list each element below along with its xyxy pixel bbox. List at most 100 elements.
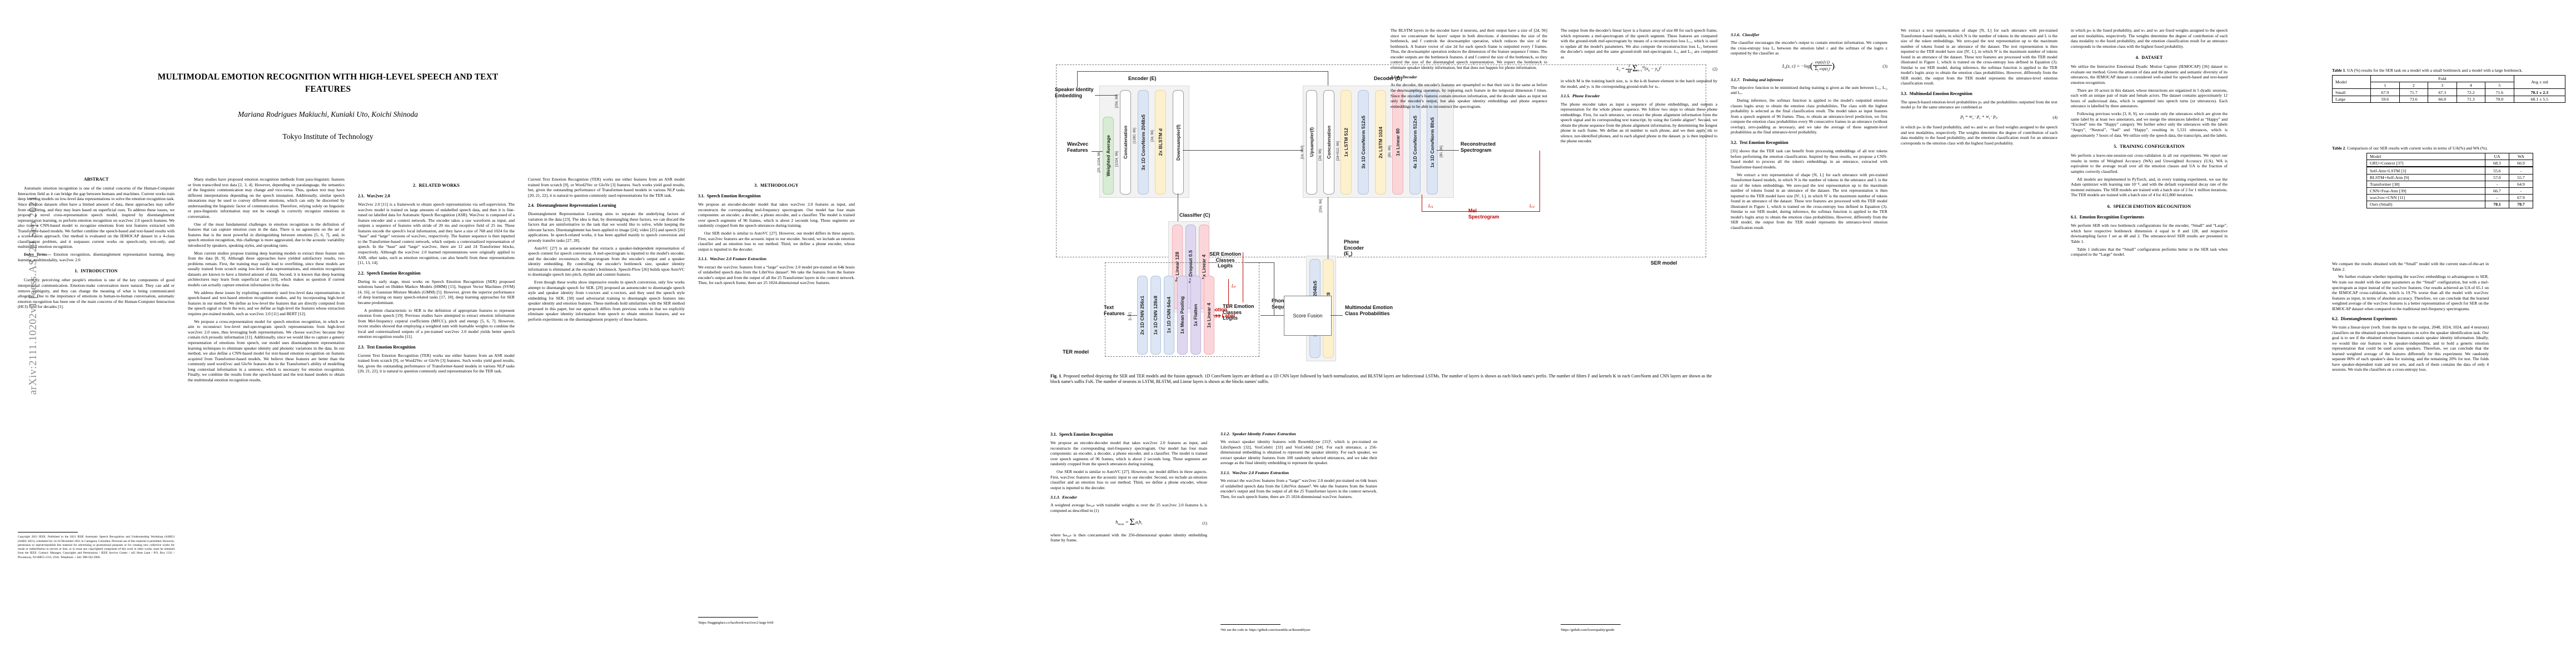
decoder-block-lstm-512: 1x LSTM 512 xyxy=(1341,90,1352,195)
table-1-row-1-v4: 70.0 xyxy=(2485,95,2514,103)
s24-title: Disentanglement Representation Learning xyxy=(536,203,616,208)
title-block: MULTIMODAL EMOTION RECOGNITION WITH HIGH… xyxy=(17,71,639,141)
column-4: Current Text Emotion Recognition (TER) w… xyxy=(528,177,685,660)
section-2-3-heading: 2.3. Text Emotion Recognition xyxy=(358,345,515,350)
s1-p3: One of the most fundamental challenges i… xyxy=(188,221,345,248)
section-3-2-heading: 3.2. Text Emotion Recognition xyxy=(1731,140,1788,145)
table-2-row-4-ua: 66.7 xyxy=(2485,187,2509,195)
ter-logits-label: TER Emotion Classes Logits xyxy=(1223,303,1254,321)
table-1-row-0-model: Small xyxy=(2331,88,2371,96)
title-line-1: MULTIMODAL EMOTION RECOGNITION WITH HIGH… xyxy=(157,72,499,82)
ter-block-cnn-64: 1x 1D CNN 64x4 xyxy=(1164,276,1174,355)
table-2-row-2-wa: 55.7 xyxy=(2509,173,2533,181)
ter-block-cnn-128: 1x 1D CNN 128x8 xyxy=(1150,276,1161,355)
copyright-notice: Copyright 2021 IEEE. Published in the 20… xyxy=(18,535,175,559)
column-9: The output from the decoder's linear lay… xyxy=(1561,28,1717,617)
column-10: 3.1.6. Classifier The classifier encoura… xyxy=(1731,28,1887,639)
s33-p2-cont: in which pₘ is the fused probability, an… xyxy=(2071,28,2228,49)
column-5-footnote: ¹https://huggingface.co/facebook/wav2vec… xyxy=(698,614,855,664)
s23-num: 2.3. xyxy=(358,344,365,350)
s1-p4: Most current studies propose training de… xyxy=(188,250,345,287)
table-row: CNN+Feat-Attn [39] 66.7 - xyxy=(2366,187,2533,195)
table-1-row-0-v1: 71.7 xyxy=(2399,88,2429,96)
figure-1-caption-text: . Proposed method depicting the SER and … xyxy=(1050,374,1712,385)
table-2-caption-text: . Comparison of our SER results with cur… xyxy=(2345,146,2488,151)
table-2-row-3-model: Transformer [38] xyxy=(2366,180,2485,188)
section-2-title: RELATED WORKS xyxy=(418,183,460,188)
equation-3: Le(z, c) = −log(exp(z[c]) Σj exp(zj)). (3) xyxy=(1782,59,1887,72)
affiliation: Tokyo Institute of Technology xyxy=(282,132,373,141)
table-2-caption: Table 2. Comparison of our SER results w… xyxy=(2332,146,2565,151)
table-1-wrapper: Table 1. UA (%) results for the SER task… xyxy=(2331,68,2566,103)
decoder-dim-1: [2d, 96] xyxy=(1318,149,1322,161)
table-row: Small 67.9 71.7 67.3 72.2 71.6 70.1 ± 2.… xyxy=(2331,88,2566,96)
s5-p1: We perform a leave-one-session-out cross… xyxy=(2071,153,2228,174)
column-6: 3.1. Speech Emotion Recognition We propo… xyxy=(1050,427,1207,660)
ser-logits-to-fusion-h xyxy=(1245,262,1274,263)
s4-p3: Following previous works [3, 8, 9], we c… xyxy=(2071,111,2228,138)
encoder-title: Encoder (E) xyxy=(1128,76,1157,81)
equation-4: pf = ws · ps + wt · pt, (4) xyxy=(1960,113,2057,121)
s23-p1: Current Text Emotion Recognition (TER) w… xyxy=(358,352,515,374)
table-2-row-3-wa: 64.9 xyxy=(2509,180,2533,188)
s311-title: Wav2vec 2.0 Feature Extraction xyxy=(710,256,767,262)
s61-p2: Table 1 indicates that the “Small” confi… xyxy=(2071,246,2228,257)
arrow-wav2vec-in xyxy=(1092,151,1105,152)
ter-out-line xyxy=(1213,315,1221,316)
table-1-row-1-model: Large xyxy=(2331,95,2371,103)
column-5: 3. METHODOLOGY 3.1. Speech Emotion Recog… xyxy=(698,177,855,532)
s32-p2-cont: We extract a text representation of shap… xyxy=(1901,28,2057,86)
s31-p1-dup: We propose an encoder-decoder model that… xyxy=(1050,440,1207,467)
table-row: Large 59.6 73.6 66.0 71.3 70.0 68.1 ± 5.… xyxy=(2331,95,2566,103)
s311-p: We extract the wav2vec features from a “… xyxy=(698,264,855,286)
s317-heading: 3.1.7. Training and inference xyxy=(1731,77,1783,82)
s4-p1: We utilize the Interactive Emotional Dya… xyxy=(2071,64,2228,85)
column-12: in which pₘ is the fused probability, an… xyxy=(2071,28,2228,656)
encoder-dim-4: [2d, 96] xyxy=(1150,130,1154,142)
ser-logits-label: SER Emotion Classes Logits xyxy=(1209,251,1242,269)
column-1-top: ABSTRACT Automatic emotion recognition i… xyxy=(18,177,175,527)
figure-1-caption: Fig. 1. Proposed method depicting the SE… xyxy=(1050,374,1712,385)
s33-p2: in which pₘ is the fused probability, an… xyxy=(1901,125,2057,146)
s317-p2: During inference, the softmax function i… xyxy=(1731,98,1887,135)
footnote-1: ¹https://huggingface.co/facebook/wav2vec… xyxy=(698,621,774,625)
ter-block-cnn-256: 2x 1D CNN 256x1 xyxy=(1137,276,1148,355)
column-8: The BLSTM layers in the encoder have d n… xyxy=(1391,28,1547,606)
table-1-fold-4: 4 xyxy=(2456,82,2486,89)
s23-p1-cont: Current Text Emotion Recognition (TER) w… xyxy=(528,177,685,198)
table-1-row-0-v4: 71.6 xyxy=(2485,88,2514,96)
s1-p5: We address these issues by exploiting co… xyxy=(188,290,345,316)
s23-title: Text Emotion Recognition xyxy=(366,344,416,350)
table-2-row-1-model: Self-Attn+LSTM [3] xyxy=(2366,166,2485,175)
lr1-label: Lᵣ₁ xyxy=(1428,203,1433,208)
table-1-row-1-v2: 66.0 xyxy=(2428,95,2457,103)
s317-p: The objective function to be minimized d… xyxy=(1731,84,1887,96)
table-2-row-2-model: BLSTM+Self-Attn [9] xyxy=(2366,173,2485,181)
table-2-row-3-ua: - xyxy=(2485,180,2509,188)
table-2-row-0-ua: 68.3 xyxy=(2485,160,2509,167)
s311-heading-dup: 3.1.1. Wav2vec 2.0 Feature Extraction xyxy=(1220,470,1289,475)
s31-p1: We propose an encoder-decoder model that… xyxy=(698,202,855,228)
decoder-block-concatenation: Concatenation xyxy=(1323,90,1334,195)
arrow-text-in xyxy=(1127,315,1142,316)
le-loss-line xyxy=(1228,279,1229,307)
table-row: GRU+Context [37] 68.3 66.9 xyxy=(2366,160,2533,167)
phone-sequence-label: PhoneSequence xyxy=(1272,298,1296,310)
table-2-row-0-wa: 66.9 xyxy=(2509,160,2533,167)
table-1-fold-1: 1 xyxy=(2370,82,2400,89)
s4-p2: There are 10 actors in this dataset, who… xyxy=(2071,87,2228,109)
table-1-caption: Table 1. UA (%) results for the SER task… xyxy=(2332,68,2565,73)
table-2-row-6-wa: 70.7 xyxy=(2509,201,2533,208)
s32-p2-start: We extract a text representation of shap… xyxy=(1731,172,1887,230)
table-1-row-1-avg: 68.1 ± 5.5 xyxy=(2513,95,2566,103)
s21-p1: Wav2vec 2.0 [11] is a framework to obtai… xyxy=(358,202,515,266)
s1-p6: We propose a cross-representation model … xyxy=(188,318,345,382)
authors: Mariana Rodrigues Makiuchi, Kuniaki Uto,… xyxy=(238,110,418,118)
text-features-label: Text Features xyxy=(1104,305,1125,316)
table-1-row-0-v2: 67.3 xyxy=(2428,88,2457,96)
table-1-fold-5: 5 xyxy=(2485,82,2514,89)
s22-num: 2.2. xyxy=(358,270,365,276)
recon-loss-line-right-v xyxy=(1539,151,1540,212)
s315-p: The phone encoder takes as input a seque… xyxy=(1561,101,1717,144)
s22-title: Speech Emotion Recognition xyxy=(366,270,421,276)
